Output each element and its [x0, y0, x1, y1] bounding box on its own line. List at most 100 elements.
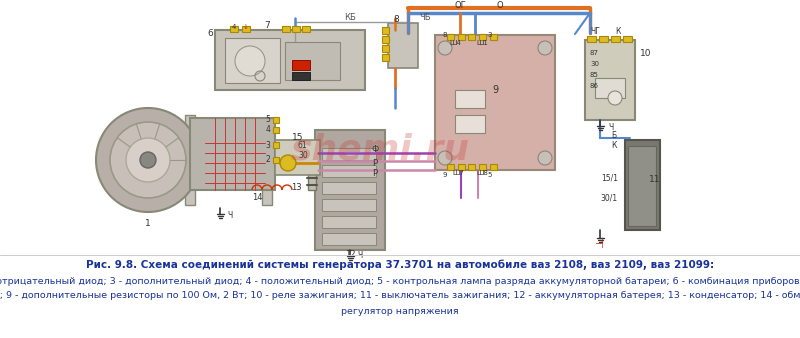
Circle shape [280, 155, 296, 171]
FancyBboxPatch shape [308, 172, 316, 190]
FancyBboxPatch shape [623, 36, 632, 42]
Text: Ш8: Ш8 [476, 170, 488, 176]
FancyBboxPatch shape [382, 27, 389, 34]
FancyBboxPatch shape [490, 164, 497, 170]
FancyBboxPatch shape [587, 36, 596, 42]
FancyBboxPatch shape [490, 34, 497, 40]
Text: 10: 10 [640, 48, 651, 57]
Text: 5: 5 [488, 172, 492, 178]
Text: 61: 61 [298, 141, 308, 149]
FancyBboxPatch shape [625, 140, 660, 230]
FancyBboxPatch shape [468, 164, 475, 170]
Text: КБ: КБ [344, 14, 356, 23]
Circle shape [538, 41, 552, 55]
FancyBboxPatch shape [382, 45, 389, 52]
Text: 6: 6 [207, 28, 213, 38]
Text: 30: 30 [298, 150, 308, 160]
FancyBboxPatch shape [382, 36, 389, 43]
Text: Ч: Ч [227, 212, 232, 220]
Text: 87: 87 [590, 50, 599, 56]
FancyBboxPatch shape [382, 54, 389, 61]
FancyBboxPatch shape [273, 127, 279, 133]
Text: Ч: Ч [357, 251, 362, 261]
Text: ОГ: ОГ [454, 0, 466, 9]
FancyBboxPatch shape [322, 216, 376, 228]
Text: 8: 8 [393, 16, 399, 24]
Text: Ф: Ф [371, 145, 378, 154]
Text: Р: Р [373, 169, 378, 177]
Circle shape [438, 41, 452, 55]
FancyBboxPatch shape [285, 42, 340, 80]
FancyBboxPatch shape [215, 30, 365, 90]
Circle shape [140, 152, 156, 168]
Text: 4: 4 [265, 125, 270, 135]
Circle shape [438, 151, 452, 165]
Circle shape [96, 108, 200, 212]
Circle shape [538, 151, 552, 165]
Text: Р: Р [373, 160, 378, 169]
FancyBboxPatch shape [628, 146, 656, 226]
FancyBboxPatch shape [388, 23, 418, 68]
FancyBboxPatch shape [273, 142, 279, 148]
FancyBboxPatch shape [322, 182, 376, 194]
FancyBboxPatch shape [479, 164, 486, 170]
FancyBboxPatch shape [282, 26, 290, 32]
FancyBboxPatch shape [225, 38, 280, 83]
Text: Ш7: Ш7 [452, 170, 464, 176]
Text: 3: 3 [488, 32, 492, 38]
Text: К: К [615, 26, 621, 35]
FancyBboxPatch shape [611, 36, 620, 42]
Text: О: О [497, 0, 503, 9]
FancyBboxPatch shape [322, 148, 376, 160]
Circle shape [110, 122, 186, 198]
FancyBboxPatch shape [322, 199, 376, 211]
FancyBboxPatch shape [302, 26, 310, 32]
Text: 9: 9 [492, 85, 498, 95]
FancyBboxPatch shape [458, 34, 465, 40]
Circle shape [608, 91, 622, 105]
FancyBboxPatch shape [468, 34, 475, 40]
FancyBboxPatch shape [447, 164, 454, 170]
Text: 85: 85 [590, 72, 599, 78]
FancyBboxPatch shape [262, 185, 272, 205]
Text: Рис. 9.8. Схема соединений системы генератора 37.3701 на автомобиле ваз 2108, ва: Рис. 9.8. Схема соединений системы генер… [86, 260, 714, 270]
Text: 14: 14 [252, 193, 262, 202]
FancyBboxPatch shape [435, 35, 555, 170]
FancyBboxPatch shape [273, 157, 279, 163]
Text: 8: 8 [442, 32, 447, 38]
Text: К: К [611, 142, 617, 150]
Text: регулятор напряжения: регулятор напряжения [341, 307, 459, 315]
Text: Ч: Ч [608, 123, 614, 132]
Text: 9: 9 [442, 172, 447, 178]
FancyBboxPatch shape [185, 115, 195, 205]
FancyBboxPatch shape [242, 26, 250, 32]
Text: shemi.ru: shemi.ru [290, 133, 470, 167]
Text: 1 - генератор; 2 - отрицательный диод; 3 - дополнительный диод; 4 - положительны: 1 - генератор; 2 - отрицательный диод; 3… [0, 276, 800, 286]
Text: монтажный блок; 9 - дополнительные резисторы по 100 Ом, 2 Вт; 10 - реле зажигани: монтажный блок; 9 - дополнительные резис… [0, 291, 800, 300]
FancyBboxPatch shape [273, 117, 279, 123]
Text: Ш4: Ш4 [449, 40, 461, 46]
FancyBboxPatch shape [292, 60, 310, 70]
Circle shape [235, 46, 265, 76]
FancyBboxPatch shape [292, 26, 300, 32]
Text: Ш1: Ш1 [476, 40, 488, 46]
FancyBboxPatch shape [479, 34, 486, 40]
Text: ЧБ: ЧБ [419, 14, 431, 23]
Text: 15/1: 15/1 [601, 173, 618, 183]
Text: Б: Б [611, 130, 617, 140]
Text: ─┤: ─┤ [595, 238, 605, 248]
FancyBboxPatch shape [595, 78, 625, 98]
FancyBboxPatch shape [322, 233, 376, 245]
Text: ЧГ: ЧГ [590, 26, 600, 35]
FancyBboxPatch shape [230, 26, 238, 32]
FancyBboxPatch shape [275, 140, 320, 175]
FancyBboxPatch shape [322, 165, 376, 177]
Text: 13: 13 [291, 184, 302, 193]
Text: 1: 1 [145, 218, 151, 227]
Circle shape [126, 138, 170, 182]
FancyBboxPatch shape [599, 36, 608, 42]
Text: 12: 12 [345, 250, 355, 259]
FancyBboxPatch shape [315, 130, 385, 250]
Text: 4: 4 [232, 24, 236, 30]
FancyBboxPatch shape [190, 118, 275, 190]
